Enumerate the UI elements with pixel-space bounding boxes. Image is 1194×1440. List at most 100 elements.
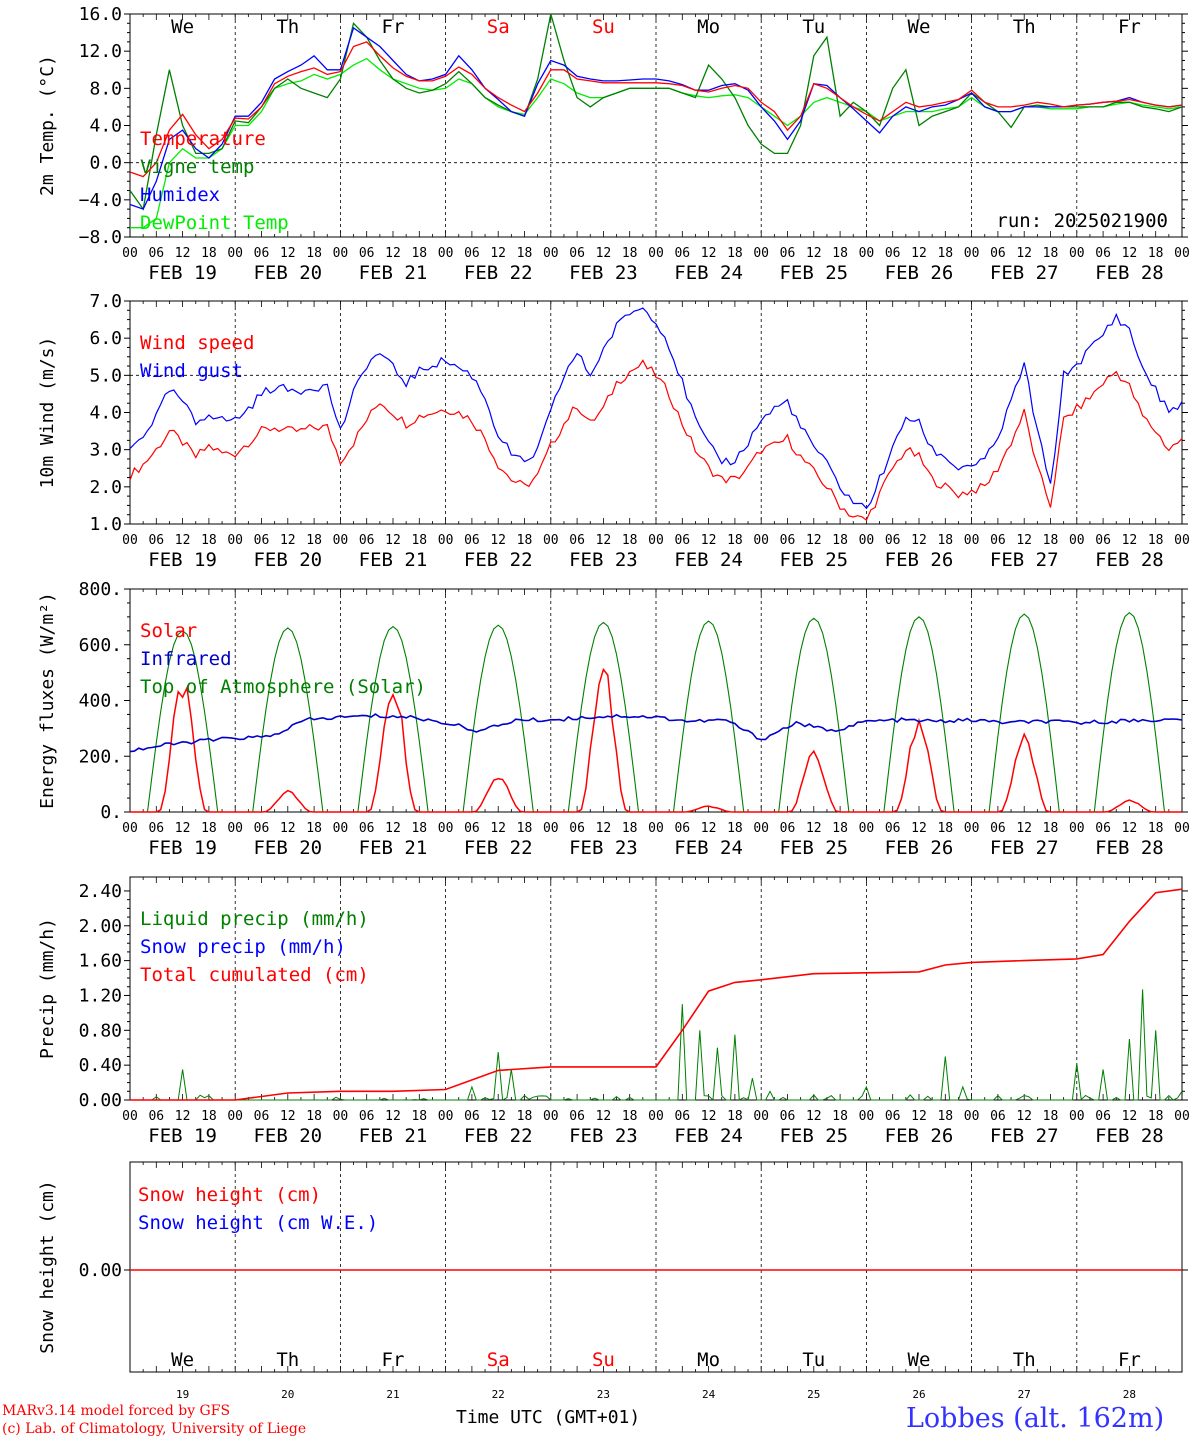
- hour-tick-label: 18: [411, 533, 427, 548]
- hour-tick-label: 18: [832, 821, 848, 836]
- run-annotation: run: 2025021900: [996, 210, 1168, 232]
- panel-5: 0.00 Snow height (cm) Snow height (cm) Snow…: [37, 1161, 1188, 1401]
- hour-tick-label: 06: [359, 246, 375, 261]
- date-label: FEB 21: [359, 549, 428, 571]
- date-label: FEB 22: [464, 262, 533, 284]
- hour-tick-label: 12: [1016, 1109, 1032, 1124]
- y-axis-label: Precip (mm/h): [37, 918, 58, 1059]
- hour-tick-label: 00: [1069, 246, 1085, 261]
- y-tick-label: 7.0: [89, 291, 122, 312]
- hour-tick-label: 00: [543, 533, 559, 548]
- hour-tick-label: 18: [937, 821, 953, 836]
- legend-entry: Wind gust: [140, 360, 243, 382]
- hour-tick-label: 06: [885, 821, 901, 836]
- hour-tick-label: 12: [911, 533, 927, 548]
- y-tick-label: 2.00: [79, 916, 122, 937]
- solar-line: [130, 667, 1182, 813]
- hour-tick-label: 06: [674, 1109, 690, 1124]
- y-tick-label: 600.: [79, 635, 122, 656]
- hour-tick-label: 12: [490, 246, 506, 261]
- hour-tick-label: 06: [990, 1109, 1006, 1124]
- hour-tick-label: 12: [701, 246, 717, 261]
- hour-tick-label: 18: [1043, 1109, 1059, 1124]
- hour-tick-label: 06: [148, 1109, 164, 1124]
- y-tick-label: 0.00: [79, 1260, 122, 1281]
- date-label: FEB 24: [674, 262, 743, 284]
- date-label: FEB 19: [148, 837, 217, 859]
- weekday-label: We: [908, 16, 931, 38]
- hour-tick-label: 00: [753, 821, 769, 836]
- hour-tick-label: 00: [648, 246, 664, 261]
- date-label: FEB 28: [1095, 262, 1164, 284]
- hour-tick-label: 06: [990, 821, 1006, 836]
- legend-entry: Infrared: [140, 648, 232, 670]
- hour-tick-label: 06: [359, 821, 375, 836]
- hour-tick-label: 00: [122, 821, 138, 836]
- hour-tick-label: 06: [254, 821, 270, 836]
- hour-tick-label: 18: [201, 821, 217, 836]
- y-tick-label: −8.0: [79, 227, 122, 248]
- hour-tick-label: 06: [1095, 533, 1111, 548]
- hour-tick-label: 12: [911, 821, 927, 836]
- hour-tick-label: 06: [464, 533, 480, 548]
- hour-tick-label: 00: [1174, 246, 1190, 261]
- legend-entry: Wind speed: [140, 332, 254, 354]
- hour-tick-label: 18: [1043, 246, 1059, 261]
- hour-tick-label: 00: [1069, 1109, 1085, 1124]
- date-label: FEB 20: [253, 549, 322, 571]
- hour-tick-label: 06: [780, 1109, 796, 1124]
- y-tick-label: 1.0: [89, 514, 122, 535]
- weekday-label: Fr: [1118, 1349, 1141, 1371]
- day-number-label: 19: [176, 1388, 189, 1401]
- panel-2: 7.0 6.0 5.0 4.0 3.0 2.0 1.0 10m Wind (m/s) Wind …: [37, 291, 1190, 571]
- hour-tick-label: 12: [1122, 821, 1138, 836]
- date-label: FEB 28: [1095, 549, 1164, 571]
- hour-tick-label: 00: [438, 246, 454, 261]
- date-label: FEB 21: [359, 262, 428, 284]
- weekday-label: Tu: [802, 1349, 825, 1371]
- hour-tick-label: 18: [411, 246, 427, 261]
- hour-tick-label: 00: [753, 533, 769, 548]
- y-tick-label: 12.0: [79, 41, 122, 62]
- series-line: [129, 359, 1183, 522]
- hour-tick-label: 18: [937, 246, 953, 261]
- panel-frame: [129, 13, 1183, 238]
- hour-tick-label: 12: [1122, 533, 1138, 548]
- hour-tick-label: 12: [596, 1109, 612, 1124]
- hour-tick-label: 18: [306, 246, 322, 261]
- hour-tick-label: 12: [280, 1109, 296, 1124]
- copyright-credit: (c) Lab. of Climatology, University of L…: [2, 1421, 307, 1437]
- hour-tick-label: 12: [911, 1109, 927, 1124]
- hour-tick-label: 12: [385, 246, 401, 261]
- date-label: FEB 19: [148, 262, 217, 284]
- date-label: FEB 28: [1095, 837, 1164, 859]
- x-axis-label: Time UTC (GMT+01): [456, 1407, 641, 1428]
- hour-tick-label: 12: [596, 533, 612, 548]
- series-line: [129, 26, 1183, 210]
- hour-tick-label: 00: [1174, 533, 1190, 548]
- hour-tick-label: 06: [1095, 246, 1111, 261]
- hour-tick-label: 06: [569, 1109, 585, 1124]
- hour-tick-label: 00: [859, 821, 875, 836]
- legend-entry: Snow precip (mm/h): [140, 936, 346, 958]
- y-axis-label: 10m Wind (m/s): [37, 337, 58, 489]
- hour-tick-label: 12: [175, 1109, 191, 1124]
- date-label: FEB 22: [464, 549, 533, 571]
- model-credit: MARv3.14 model forced by GFS: [2, 1403, 231, 1419]
- hour-tick-label: 06: [569, 246, 585, 261]
- y-tick-label: 2.40: [79, 881, 122, 902]
- weekday-label: We: [171, 1349, 194, 1371]
- hour-tick-label: 12: [1122, 1109, 1138, 1124]
- hour-tick-label: 00: [1069, 821, 1085, 836]
- hour-tick-label: 12: [1016, 533, 1032, 548]
- y-tick-label: 0.: [100, 802, 122, 823]
- hour-tick-label: 18: [306, 533, 322, 548]
- hour-tick-label: 00: [122, 533, 138, 548]
- hour-tick-label: 00: [438, 821, 454, 836]
- series-line: [129, 307, 1183, 510]
- hour-tick-label: 18: [201, 533, 217, 548]
- hour-tick-label: 06: [254, 246, 270, 261]
- hour-tick-label: 06: [148, 821, 164, 836]
- date-label: FEB 27: [990, 1125, 1059, 1147]
